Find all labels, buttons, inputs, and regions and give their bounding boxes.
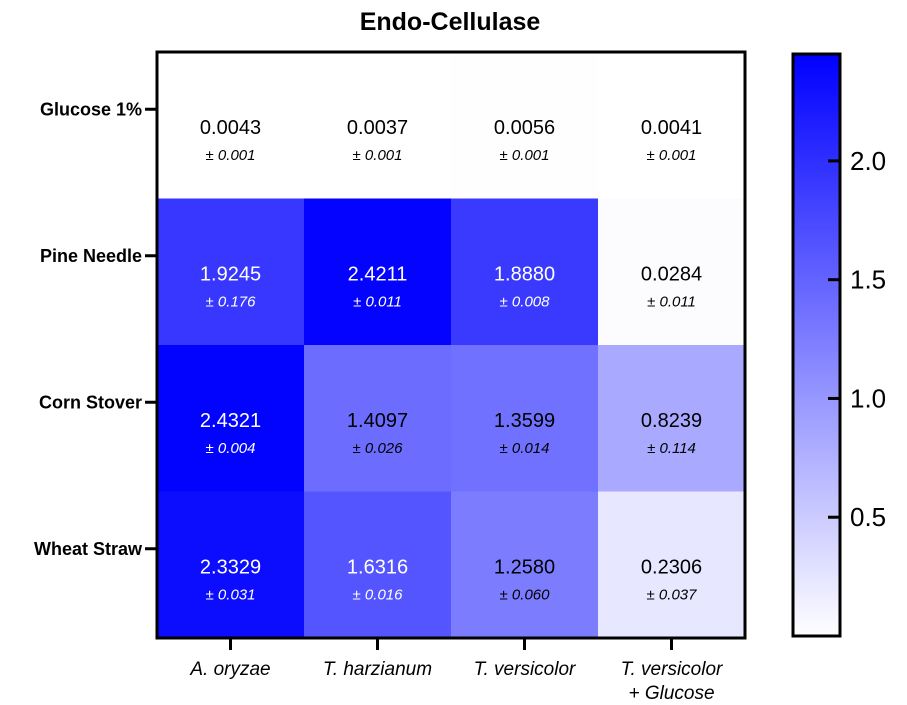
plot-frame	[155, 50, 747, 640]
column-label: T. harzianum	[323, 659, 432, 680]
cell-error-label: ± 0.001	[647, 147, 697, 164]
heatmap-cell	[598, 198, 746, 346]
cell-value-label: 0.0043	[200, 117, 261, 139]
heatmap-cell	[304, 198, 452, 346]
column-label: A. oryzae	[189, 659, 270, 680]
cell-value-label: 1.6316	[347, 557, 408, 579]
cell-error-label: ± 0.001	[353, 147, 403, 164]
heatmap-cell	[451, 198, 599, 346]
cell-value-label: 1.9245	[200, 264, 261, 286]
chart-title: Endo-Cellulase	[360, 8, 541, 36]
row-label: Glucose 1%	[40, 99, 142, 119]
colorbar-tick-label: 2.0	[850, 146, 886, 176]
cell-error-label: ± 0.014	[500, 440, 550, 457]
cell-value-label: 0.0041	[641, 117, 702, 139]
colorbar-tick-label: 1.0	[850, 383, 886, 413]
heatmap-cell	[304, 52, 452, 199]
cell-error-label: ± 0.011	[353, 294, 402, 311]
heatmap-cell	[451, 491, 599, 639]
cell-error-label: ± 0.004	[206, 440, 256, 457]
cell-value-label: 0.0037	[347, 117, 408, 139]
column-label-line2: + Glucose	[628, 683, 714, 704]
heatmap-cell-labels: 0.0043 ± 0.001 0.0037 ± 0.001 0.0056 ± 0.001 0…	[200, 117, 702, 604]
column-label: T. versicolor	[474, 659, 576, 680]
cell-value-label: 2.3329	[200, 557, 261, 579]
cell-value-label: 0.0284	[641, 264, 702, 286]
cell-value-label: 1.8880	[494, 264, 555, 286]
column-label: T. versicolor	[621, 659, 723, 680]
cell-error-label: ± 0.037	[647, 587, 698, 604]
heatmap-cell	[304, 491, 452, 639]
colorbar-tick-label: 1.5	[850, 265, 886, 295]
cell-value-label: 0.2306	[641, 557, 702, 579]
cell-error-label: ± 0.031	[206, 587, 256, 604]
heatmap-cell	[304, 345, 452, 492]
heatmap-cell	[598, 491, 746, 639]
cell-value-label: 1.4097	[347, 410, 408, 432]
heatmap-cell	[451, 345, 599, 492]
cell-value-label: 1.2580	[494, 557, 555, 579]
cell-error-label: ± 0.008	[500, 294, 551, 311]
row-label: Wheat Straw	[34, 539, 143, 559]
cell-value-label: 1.3599	[494, 410, 555, 432]
heatmap-cell	[157, 491, 305, 639]
colorbar-gradient	[791, 52, 842, 638]
cell-error-label: ± 0.001	[500, 147, 550, 164]
column-axis: A. oryzae T. harzianum T. versicolor T. ver…	[189, 638, 723, 704]
cell-error-label: ± 0.176	[206, 294, 257, 311]
row-label: Corn Stover	[39, 392, 142, 412]
heatmap-cell	[157, 52, 305, 199]
row-label: Pine Needle	[40, 246, 142, 266]
cell-value-label: 0.0056	[494, 117, 555, 139]
heatmap-cell	[157, 345, 305, 492]
cell-value-label: 2.4321	[200, 410, 261, 432]
row-axis: Glucose 1% Pine Needle Corn Stover Wheat St…	[34, 99, 157, 559]
cell-error-label: ± 0.026	[353, 440, 404, 457]
cell-value-label: 0.8239	[641, 410, 702, 432]
heatmap-cell	[157, 198, 305, 346]
cell-error-label: ± 0.060	[500, 587, 551, 604]
heatmap-cell	[598, 52, 746, 199]
heatmap-cell	[598, 345, 746, 492]
cell-error-label: ± 0.011	[647, 294, 696, 311]
cell-value-label: 2.4211	[348, 264, 408, 286]
heatmap-cell	[451, 52, 599, 199]
colorbar: 0.5 1.0 1.5 2.0	[791, 52, 886, 638]
colorbar-tick-label: 0.5	[850, 502, 886, 532]
cell-error-label: ± 0.001	[206, 147, 256, 164]
heatmap-cells	[157, 52, 746, 639]
cell-error-label: ± 0.114	[647, 440, 696, 457]
cell-error-label: ± 0.016	[353, 587, 404, 604]
